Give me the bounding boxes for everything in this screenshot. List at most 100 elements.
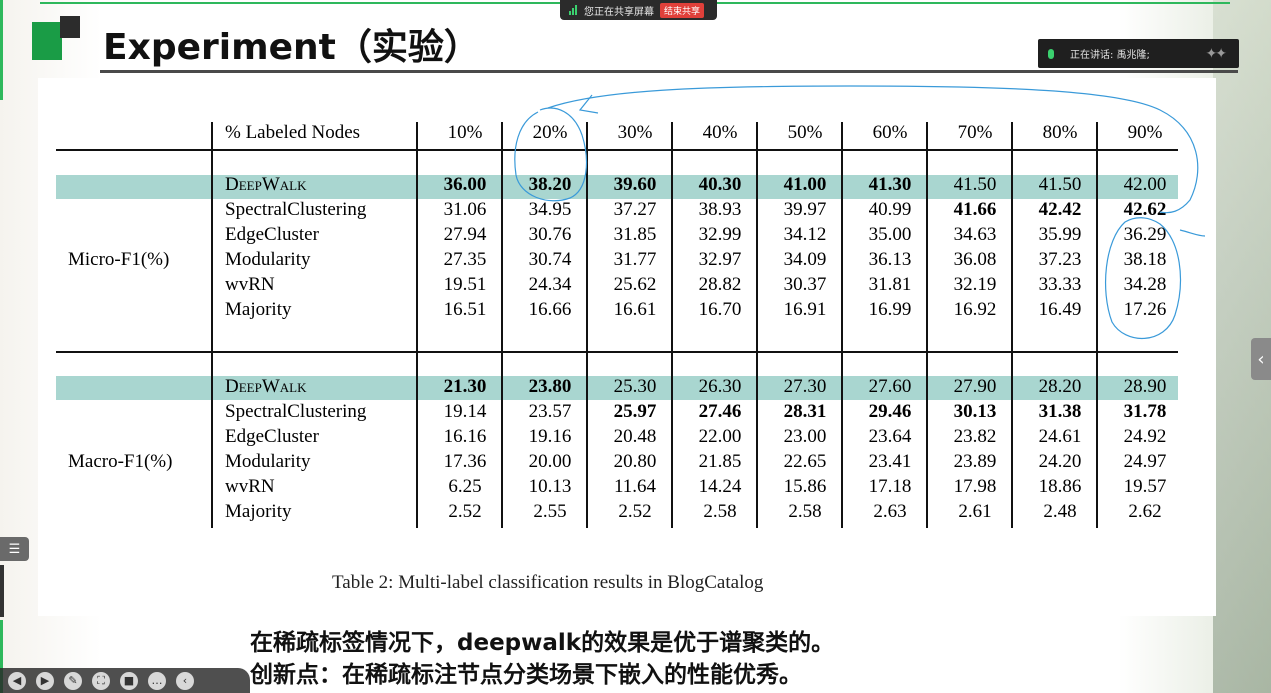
- table-cell: 41.50: [1038, 174, 1082, 195]
- paper-table-image: [38, 78, 1216, 616]
- column-rule: [1096, 122, 1098, 528]
- table-cell: 31.77: [613, 249, 657, 270]
- table-cell: 30.74: [528, 249, 572, 270]
- rule-header: [56, 149, 1178, 151]
- list-icon[interactable]: ☰: [0, 537, 29, 561]
- table-cell: 24.97: [1123, 451, 1167, 472]
- method-label: Modularity: [225, 451, 311, 472]
- table-cell: 19.51: [443, 274, 487, 295]
- table-cell: 38.93: [698, 199, 742, 220]
- table-cell: 32.97: [698, 249, 742, 270]
- column-header: 10%: [447, 122, 483, 143]
- column-header: 20%: [532, 122, 568, 143]
- table-cell: 35.00: [868, 224, 912, 245]
- table-cell: 20.48: [613, 426, 657, 447]
- column-rule: [501, 122, 503, 528]
- table-cell: 25.97: [613, 401, 657, 422]
- column-header: 90%: [1127, 122, 1163, 143]
- subtitle-line-2: 创新点：在稀疏标注节点分类场景下嵌入的性能优秀。: [250, 662, 802, 688]
- left-panel-handle[interactable]: [0, 565, 4, 617]
- table-cell: 2.52: [618, 501, 652, 522]
- table-cell: 38.18: [1123, 249, 1167, 270]
- table-cell: 34.28: [1123, 274, 1167, 295]
- stop-share-button[interactable]: 结束共享: [660, 2, 705, 18]
- metric-label: Micro-F1(%): [68, 249, 170, 270]
- subtitle-line-1: 在稀疏标签情况下，deepwalk的效果是优于谱聚类的。: [250, 630, 835, 656]
- table-cell: 23.80: [528, 376, 572, 397]
- table-cell: 2.58: [788, 501, 822, 522]
- table-cell: 40.99: [868, 199, 912, 220]
- table-cell: 16.16: [443, 426, 487, 447]
- table-cell: 24.20: [1038, 451, 1082, 472]
- slide-title: Experiment（实验）: [103, 27, 480, 68]
- signal-icon: [569, 5, 577, 15]
- slide-logo-block: [32, 22, 62, 60]
- table-cell: 16.70: [698, 299, 742, 320]
- column-header: 70%: [957, 122, 993, 143]
- prev-icon[interactable]: ◀: [8, 671, 26, 690]
- table-cell: 17.98: [953, 476, 997, 497]
- method-label: wvRN: [225, 274, 275, 295]
- table-cell: 2.62: [1128, 501, 1162, 522]
- table-cell: 31.38: [1038, 401, 1082, 422]
- table-cell: 16.66: [528, 299, 572, 320]
- table-cell: 34.09: [783, 249, 827, 270]
- table-cell: 38.20: [528, 174, 572, 195]
- table-cell: 27.60: [868, 376, 912, 397]
- column-rule: [756, 122, 758, 528]
- table-cell: 36.00: [443, 174, 487, 195]
- table-cell: 29.46: [868, 401, 912, 422]
- column-rule: [926, 122, 928, 528]
- pen-icon[interactable]: ✎: [64, 671, 82, 690]
- column-rule: [416, 122, 418, 528]
- table-cell: 16.99: [868, 299, 912, 320]
- column-header: 30%: [617, 122, 653, 143]
- chevron-left-icon[interactable]: ‹: [1251, 338, 1271, 380]
- table-cell: 25.30: [613, 376, 657, 397]
- table-cell: 28.20: [1038, 376, 1082, 397]
- method-label: SpectralClustering: [225, 199, 367, 220]
- table-cell: 41.30: [868, 174, 912, 195]
- play-icon[interactable]: ▶: [36, 671, 54, 690]
- more-icon[interactable]: ✦✦: [1205, 45, 1228, 62]
- table-cell: 32.19: [953, 274, 997, 295]
- table-cell: 16.51: [443, 299, 487, 320]
- method-label: EdgeCluster: [225, 224, 319, 245]
- more-dots-icon[interactable]: …: [148, 671, 166, 690]
- speaker-label: 正在讲话: 禹兆隆;: [1070, 50, 1150, 61]
- table-cell: 28.90: [1123, 376, 1167, 397]
- table-cell: 41.50: [953, 174, 997, 195]
- column-rule: [841, 122, 843, 528]
- table-cell: 2.55: [533, 501, 567, 522]
- column-header: 80%: [1042, 122, 1078, 143]
- table-cell: 10.13: [528, 476, 572, 497]
- method-label: Majority: [225, 501, 292, 522]
- table-cell: 30.76: [528, 224, 572, 245]
- table-cell: 2.48: [1043, 501, 1077, 522]
- table-cell: 15.86: [783, 476, 827, 497]
- table-cell: 34.63: [953, 224, 997, 245]
- table-cell: 30.13: [953, 401, 997, 422]
- fullscreen-icon[interactable]: ⛶: [92, 671, 110, 690]
- column-header: 40%: [702, 122, 738, 143]
- table-cell: 23.89: [953, 451, 997, 472]
- table-cell: 17.26: [1123, 299, 1167, 320]
- table-cell: 22.65: [783, 451, 827, 472]
- left-accent-bar: [0, 0, 3, 100]
- method-label: wvRN: [225, 476, 275, 497]
- table-cell: 19.14: [443, 401, 487, 422]
- method-label: DeepWalk: [225, 174, 307, 195]
- active-speaker-panel: 正在讲话: 禹兆隆; ✦✦: [1038, 39, 1239, 68]
- table-cell: 11.64: [613, 476, 657, 497]
- table-cell: 23.57: [528, 401, 572, 422]
- table-cell: 24.92: [1123, 426, 1167, 447]
- collapse-icon[interactable]: ‹: [176, 671, 194, 690]
- table-cell: 31.85: [613, 224, 657, 245]
- table-cell: 31.78: [1123, 401, 1167, 422]
- table-cell: 27.94: [443, 224, 487, 245]
- table-cell: 23.82: [953, 426, 997, 447]
- column-header: 60%: [872, 122, 908, 143]
- column-rule: [671, 122, 673, 528]
- camera-icon[interactable]: ■: [120, 671, 138, 690]
- table-cell: 16.61: [613, 299, 657, 320]
